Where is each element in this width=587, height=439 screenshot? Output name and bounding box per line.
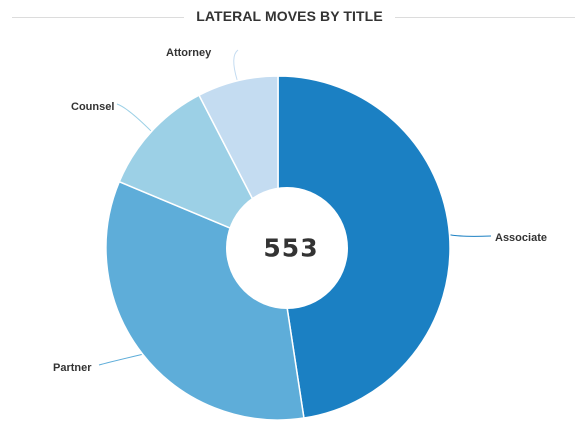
leader-line-associate (450, 234, 492, 237)
leader-line-group (98, 49, 492, 366)
slice-label-partner: Partner (53, 362, 92, 374)
slice-group (105, 75, 451, 421)
donut-hole (226, 187, 348, 309)
slice-associate[interactable] (277, 75, 451, 419)
slice-counsel[interactable] (118, 94, 280, 250)
title-rule-right (395, 17, 575, 18)
slice-label-group: Associate Partner Counsel Attorney (53, 47, 547, 374)
leader-line-counsel (116, 103, 152, 132)
total-count: 553 (263, 234, 318, 263)
slice-label-counsel: Counsel (71, 101, 114, 113)
leader-line-partner (98, 354, 142, 366)
slice-label-associate: Associate (495, 232, 547, 244)
title-rule-left (12, 17, 184, 18)
chart-title: LATERAL MOVES BY TITLE (196, 8, 383, 24)
leader-line-attorney (233, 49, 239, 81)
slice-label-attorney: Attorney (166, 47, 212, 59)
chart-header: LATERAL MOVES BY TITLE (0, 0, 587, 34)
